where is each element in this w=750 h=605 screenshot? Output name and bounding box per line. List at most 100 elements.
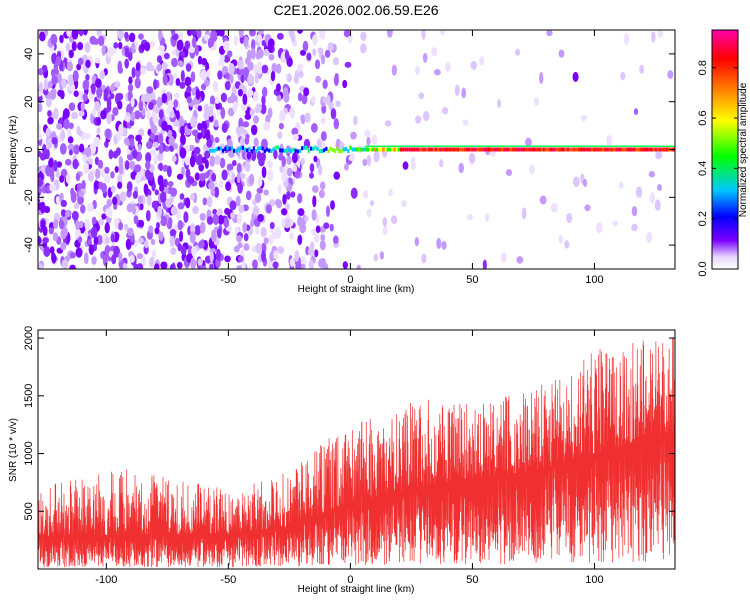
spectrogram-cell	[301, 263, 306, 269]
carrier-edge	[538, 145, 541, 147]
spectrogram-cell	[53, 218, 59, 230]
spectrogram-cell	[85, 59, 91, 69]
spectrogram-cell	[124, 31, 129, 39]
spectrogram-cell	[132, 190, 138, 199]
carrier-edge	[619, 145, 622, 147]
carrier-mark	[483, 147, 486, 152]
carrier-mark	[331, 147, 335, 152]
carrier-mark	[254, 149, 258, 154]
spectrogram-cell	[215, 248, 221, 261]
spectrogram-cell	[146, 195, 152, 206]
spectrogram-cell	[155, 221, 160, 229]
snr-x-ticks: -100 -50 0 50 100	[95, 330, 604, 586]
spectrogram-cell	[284, 50, 290, 61]
carrier-mark	[547, 147, 550, 152]
spectrogram-cell	[217, 214, 225, 225]
spectrogram-cell	[212, 213, 219, 226]
spectrogram-cell	[60, 199, 68, 208]
spectrogram-cell	[256, 64, 263, 75]
spectrogram-cell	[267, 160, 273, 169]
spectrogram-cell	[68, 122, 74, 130]
spectrogram-cell	[179, 147, 187, 159]
spectrogram-cell	[88, 244, 95, 256]
spectrogram-cell	[72, 70, 79, 82]
spectrogram-cell	[312, 34, 318, 46]
spectrogram-cell	[178, 230, 184, 242]
spectrogram-cell	[333, 118, 339, 130]
carrier-mark	[597, 147, 600, 152]
carrier-mark	[553, 147, 556, 152]
spectrogram-cell	[300, 114, 306, 125]
spectrogram-cell	[218, 30, 225, 37]
spectrogram-cell	[293, 74, 299, 84]
spectrogram-cell	[127, 83, 134, 92]
spectrogram-cell	[564, 240, 570, 249]
carrier-mark	[435, 147, 438, 152]
carrier-mark	[652, 147, 655, 152]
carrier-edge	[586, 145, 589, 147]
spectrogram-cell	[158, 162, 164, 172]
spectrogram-cell	[60, 242, 67, 251]
carrier-edge	[432, 145, 436, 147]
spectrogram-cell	[161, 120, 168, 131]
carrier-edge	[564, 145, 567, 147]
carrier-mark	[222, 148, 225, 153]
carrier-mark	[393, 147, 396, 152]
spectrogram-cell	[255, 226, 260, 235]
spectrogram-cell	[261, 138, 268, 150]
spectrogram-cell	[297, 30, 303, 34]
spectrogram-cell	[558, 49, 565, 58]
spectrogram-cell	[300, 49, 307, 56]
spectrogram-y-tick-label: -40	[23, 237, 35, 253]
carrier-edge	[562, 145, 565, 147]
spectrogram-cell	[237, 59, 245, 70]
spectrogram-cell	[402, 161, 409, 170]
carrier-edge	[610, 145, 614, 147]
carrier-edge	[386, 145, 389, 147]
carrier-mark	[566, 147, 570, 152]
spectrogram-cell	[38, 176, 44, 187]
spectrogram-cell	[207, 38, 213, 49]
spectrogram-cell	[206, 69, 211, 78]
carrier-mark	[248, 146, 251, 151]
spectrogram-cell	[177, 219, 183, 231]
carrier-mark	[219, 146, 223, 151]
spectrogram-cell	[233, 35, 239, 46]
spectrogram-cell	[67, 74, 74, 86]
spectrogram-cell	[130, 171, 137, 180]
carrier-mark	[301, 146, 304, 151]
carrier-mark	[397, 147, 400, 152]
spectrogram-cell	[129, 137, 135, 148]
spectrogram-cell	[224, 255, 231, 263]
spectrogram-cell	[71, 210, 79, 221]
carrier-edge	[437, 145, 440, 147]
spectrogram-cell	[277, 131, 283, 139]
carrier-mark	[626, 147, 629, 152]
spectrogram-cell	[206, 196, 213, 208]
spectrogram-cell	[38, 81, 43, 94]
carrier-mark	[432, 147, 436, 152]
spectrogram-cell	[106, 112, 112, 125]
carrier-edge	[369, 145, 372, 147]
carrier-mark	[586, 147, 589, 152]
spectrogram-cell	[110, 185, 116, 193]
spectrogram-cell	[148, 101, 154, 110]
spectrogram-cell	[309, 172, 315, 179]
carrier-edge	[397, 145, 400, 147]
spectrogram-cell	[113, 245, 120, 258]
carrier-mark	[246, 148, 249, 153]
spectrogram-cell	[51, 137, 58, 145]
spectrogram-cell	[49, 184, 56, 192]
carrier-mark	[399, 147, 403, 152]
spectrogram-cell	[42, 143, 47, 156]
spectrogram-cell	[158, 30, 163, 42]
spectrogram-cell	[84, 146, 92, 157]
spectrogram-cell	[39, 152, 46, 161]
carrier-edge	[439, 145, 442, 147]
spectrogram-cell	[199, 212, 206, 221]
spectrogram-cell	[387, 30, 393, 38]
carrier-mark	[239, 145, 242, 150]
spectrogram-cell	[71, 111, 79, 120]
spectrogram-cell	[238, 204, 245, 214]
spectrogram-cell	[265, 204, 272, 214]
